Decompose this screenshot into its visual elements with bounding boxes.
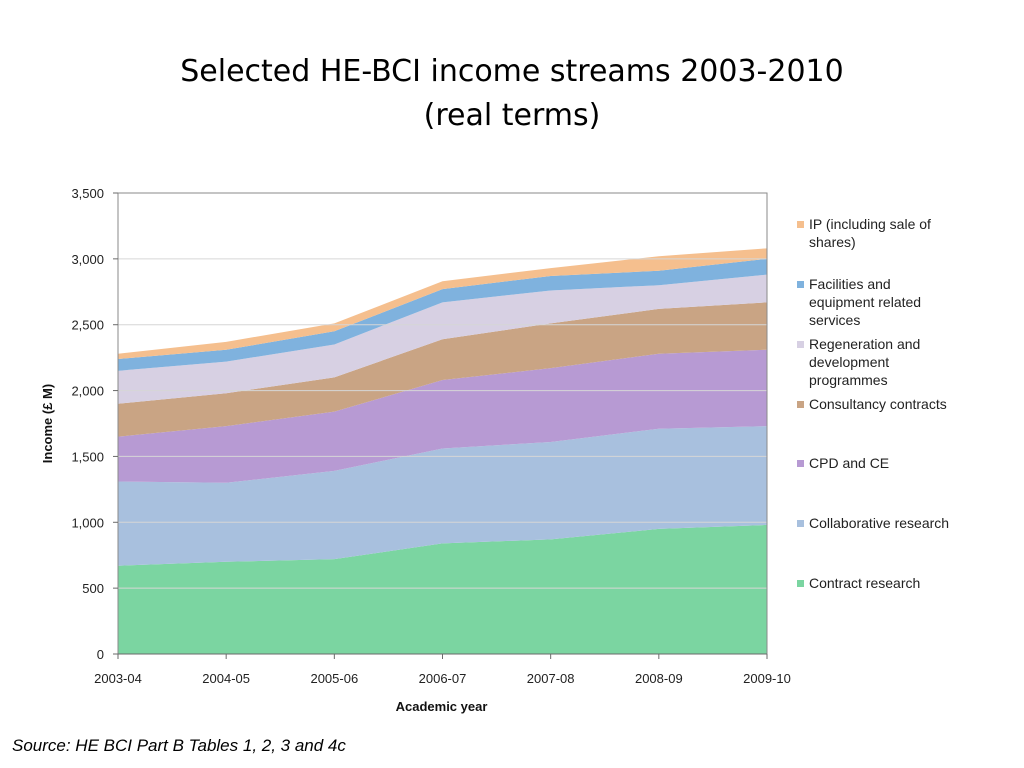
legend-swatch [797, 520, 804, 527]
y-tick-label: 2,000 [71, 384, 104, 399]
area-series-2 [118, 349, 767, 483]
x-tick-label: 2008-09 [635, 671, 683, 686]
y-tick-label: 1,000 [71, 515, 104, 530]
legend-swatch [797, 580, 804, 587]
legend-label: Collaborative research [809, 515, 949, 531]
legend-swatch [797, 341, 804, 348]
area-series-1 [118, 426, 767, 566]
y-tick-label: 2,500 [71, 318, 104, 333]
legend-label: Contract research [809, 575, 920, 591]
legend-label: Consultancy contracts [809, 396, 947, 412]
legend-label: IP (including sale of shares) [809, 216, 931, 250]
area-series-3 [118, 302, 767, 437]
slide-title: Selected HE-BCI income streams 2003-2010… [0, 50, 1024, 138]
x-tick-label: 2005-06 [310, 671, 358, 686]
legend-label: CPD and CE [809, 455, 889, 471]
x-tick-label: 2004-05 [202, 671, 250, 686]
slide-title-line1: Selected HE-BCI income streams 2003-2010 [180, 54, 844, 89]
y-tick-label: 1,500 [71, 449, 104, 464]
y-axis-title: Income (£ M) [40, 384, 55, 463]
x-tick-label: 2003-04 [94, 671, 142, 686]
y-tick-label: 500 [82, 581, 104, 596]
x-tick-label: 2007-08 [527, 671, 575, 686]
y-tick-label: 3,500 [71, 186, 104, 201]
x-tick-label: 2006-07 [419, 671, 467, 686]
slide-title-line2: (real terms) [423, 98, 601, 133]
legend-swatch [797, 460, 804, 467]
legend-swatch [797, 281, 804, 288]
legend-swatch [797, 221, 804, 228]
area-series-0 [118, 524, 767, 654]
x-axis-title: Academic year [396, 699, 488, 714]
legend-label: Facilities and equipment related services [809, 276, 921, 328]
y-tick-label: 3,000 [71, 252, 104, 267]
legend: IP (including sale of shares) Facilities a… [797, 216, 949, 591]
x-tick-label: 2009-10 [743, 671, 791, 686]
legend-swatch [797, 401, 804, 408]
area-series-6 [118, 248, 767, 359]
source-note: Source: HE BCI Part B Tables 1, 2, 3 and… [12, 736, 346, 755]
area-series-5 [118, 258, 767, 371]
area-series-4 [118, 274, 767, 404]
legend-label: Regeneration and development programmes [809, 336, 920, 388]
y-tick-label: 0 [97, 647, 104, 662]
